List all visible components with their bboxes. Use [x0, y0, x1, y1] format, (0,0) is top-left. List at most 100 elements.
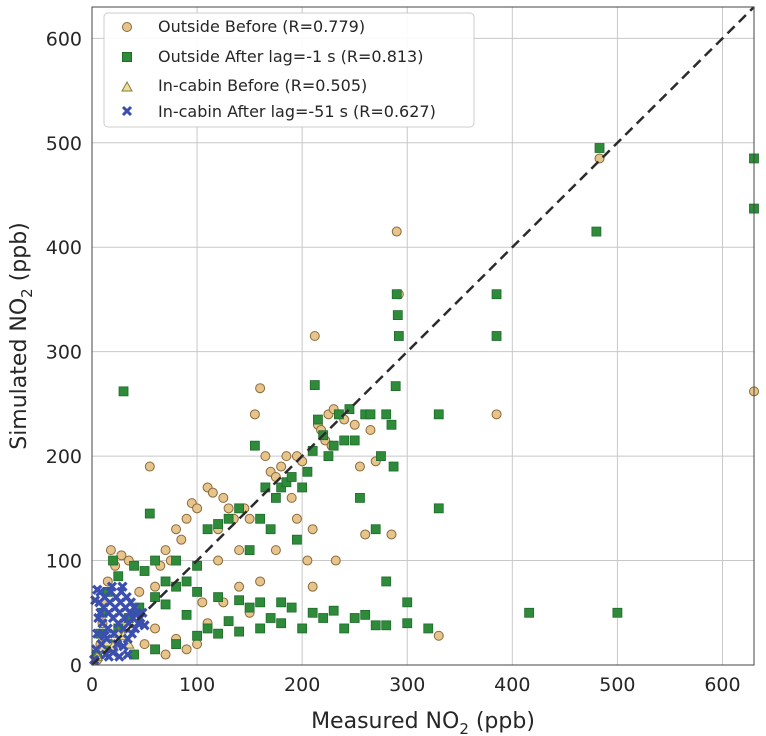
data-point-circle: [255, 576, 266, 587]
legend-box: [103, 12, 475, 128]
x-axis-ticks: 0 100 200 300 400 500 600: [86, 674, 741, 696]
data-point-square: [223, 513, 234, 524]
data-point-square: [270, 492, 281, 503]
data-point-circle: [286, 492, 297, 503]
data-point-circle: [302, 555, 313, 566]
data-point-square: [393, 331, 404, 341]
data-point-square: [612, 607, 623, 618]
data-point-square: [402, 597, 413, 608]
data-point-x: [92, 584, 103, 595]
x-tick-label: 300: [389, 674, 425, 696]
data-point-square: [150, 644, 160, 655]
data-point-x: [92, 628, 103, 639]
data-points: [88, 143, 759, 665]
data-point-square: [255, 623, 266, 634]
legend-entry-incabin-before: In-cabin Before (R=0.505): [121, 76, 367, 95]
data-point-x: [122, 649, 133, 660]
data-point-square: [265, 524, 276, 535]
y-tick-label: 0: [70, 655, 82, 677]
data-point-circle: [307, 524, 318, 535]
data-point-circle: [105, 545, 116, 556]
data-point-circle: [349, 419, 360, 430]
x-tick-label: 400: [494, 674, 530, 696]
data-point-square: [433, 503, 444, 514]
data-point-square: [297, 482, 308, 493]
legend-label: In-cabin After lag=-51 s (R=0.627): [158, 102, 436, 121]
data-point-x: [117, 581, 128, 592]
legend-marker-triangle: [121, 80, 133, 92]
legend-marker-circle: [122, 22, 132, 32]
data-point-circle: [330, 555, 341, 566]
data-point-square: [370, 524, 381, 535]
data-point-square: [160, 576, 171, 587]
data-point-square: [381, 620, 392, 631]
data-point-circle: [234, 545, 245, 556]
data-point-square: [160, 599, 171, 610]
data-point-circle: [281, 451, 292, 462]
data-point-circle: [276, 461, 287, 472]
legend-label: Outside Before (R=0.779): [158, 17, 365, 36]
data-point-square: [202, 524, 213, 535]
data-point-square: [402, 618, 413, 629]
series-x: [88, 581, 150, 665]
data-point-circle: [234, 581, 245, 592]
data-point-square: [181, 576, 192, 587]
data-point-square: [390, 381, 401, 392]
data-point-circle: [386, 529, 397, 540]
data-point-square: [150, 592, 160, 603]
data-point-circle: [197, 597, 208, 608]
data-point-square: [213, 628, 223, 639]
data-point-circle: [270, 545, 281, 556]
data-point-circle: [171, 524, 182, 535]
data-point-square: [376, 451, 386, 462]
plot-frame: [91, 6, 755, 666]
data-point-circle: [150, 623, 161, 634]
data-point-square: [307, 607, 318, 618]
data-point-square: [381, 576, 392, 587]
legend-marker-square: [122, 52, 132, 62]
data-point-square: [524, 607, 535, 618]
data-point-square: [244, 602, 255, 613]
y-tick-label: 500: [46, 133, 82, 155]
data-point-x: [139, 620, 150, 631]
data-point-square: [213, 519, 223, 529]
legend-label: Outside After lag=-1 s (R=0.813): [158, 47, 423, 66]
legend-marker-x: [121, 105, 133, 117]
data-point-circle: [291, 513, 302, 524]
data-point-circle: [213, 555, 224, 566]
data-point-square: [171, 555, 181, 566]
x-tick-label: 500: [599, 674, 635, 696]
data-point-square: [297, 623, 308, 634]
data-point-square: [313, 414, 323, 425]
data-point-circle: [365, 425, 376, 435]
legend: Outside Before (R=0.779) Outside After l…: [103, 12, 475, 128]
data-point-square: [433, 409, 444, 420]
data-point-circle: [354, 461, 365, 472]
data-point-circle: [223, 503, 234, 514]
x-tick-label: 0: [86, 674, 98, 696]
data-point-square: [276, 482, 287, 493]
data-point-square: [244, 545, 255, 556]
data-point-square: [391, 289, 402, 300]
data-point-circle: [139, 639, 150, 650]
series-square: [92, 143, 759, 660]
data-point-square: [281, 477, 292, 488]
data-point-square: [388, 461, 399, 472]
data-point-square: [392, 310, 403, 321]
data-point-square: [328, 440, 339, 451]
y-tick-label: 300: [46, 342, 82, 364]
data-point-circle: [594, 153, 605, 164]
data-point-x: [88, 654, 100, 665]
data-point-square: [150, 555, 160, 566]
data-point-square: [286, 472, 297, 482]
data-point-x: [128, 602, 140, 613]
data-point-circle: [309, 331, 320, 341]
data-point-circle: [144, 461, 155, 472]
data-point-square: [276, 597, 287, 608]
data-point-x: [108, 628, 120, 639]
data-point-square: [309, 380, 320, 390]
data-point-square: [249, 440, 260, 451]
y-tick-label: 100: [46, 551, 82, 573]
data-point-square: [339, 435, 350, 446]
